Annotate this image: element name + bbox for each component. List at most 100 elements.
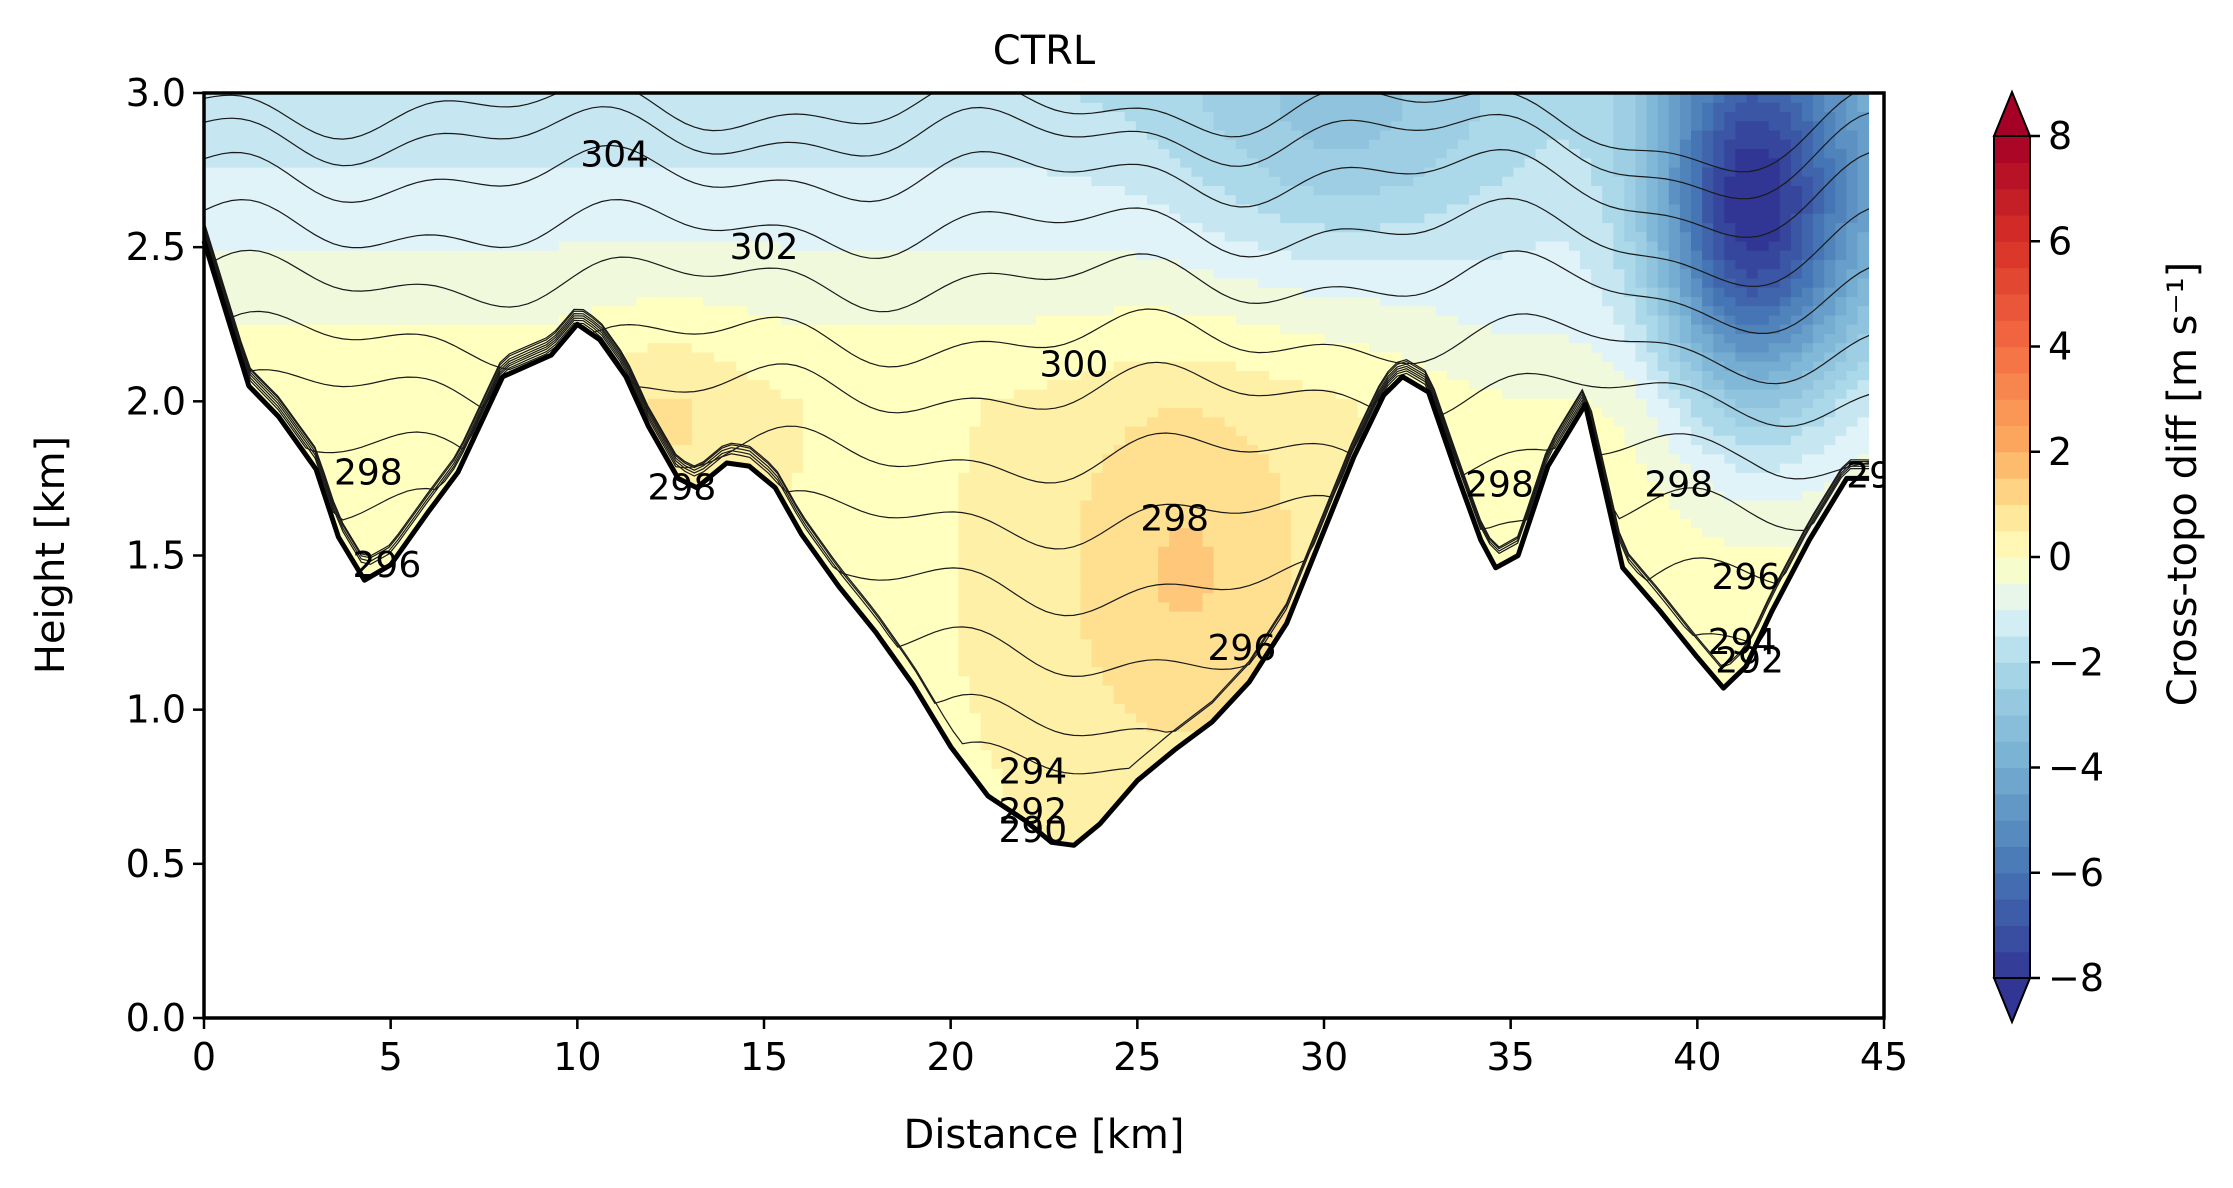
wind-field-cell (658, 240, 671, 251)
wind-field-cell (1069, 693, 1082, 705)
wind-field-cell (292, 194, 305, 205)
wind-field-cell (1069, 194, 1082, 205)
wind-field-cell (403, 323, 416, 335)
wind-field-cell (936, 434, 949, 446)
wind-field-cell (1102, 777, 1115, 788)
wind-field-cell (1002, 712, 1015, 723)
wind-field-cell (1002, 527, 1015, 538)
wind-field-cell (691, 166, 704, 177)
wind-field-cell (292, 212, 305, 224)
wind-field-cell (514, 268, 527, 279)
wind-field-cell (969, 212, 982, 224)
chart-title: CTRL (993, 28, 1096, 74)
wind-field-cell (925, 416, 938, 427)
wind-field-cell (436, 333, 449, 344)
wind-field-cell (747, 268, 760, 279)
wind-field-cell (225, 120, 238, 131)
wind-field-cell (1013, 138, 1026, 149)
wind-field-cell (1158, 397, 1171, 408)
wind-field-cell (725, 360, 738, 371)
wind-field-cell (836, 120, 849, 131)
wind-field-cell (1213, 231, 1226, 242)
wind-field-cell (625, 175, 638, 186)
wind-field-cell (836, 111, 849, 122)
wind-field-cell (481, 194, 494, 205)
wind-field-cell (1191, 564, 1204, 575)
wind-field-cell (814, 434, 827, 446)
wind-field-cell (314, 185, 327, 196)
wind-field-cell (447, 203, 460, 214)
wind-field-cell (347, 175, 360, 186)
wind-field-cell (780, 277, 793, 288)
wind-field-cell (814, 175, 827, 186)
wind-field-cell (1002, 203, 1015, 214)
wind-field-cell (1002, 573, 1015, 584)
wind-field-cell (802, 351, 815, 362)
wind-field-cell (414, 434, 427, 446)
wind-field-cell (447, 444, 460, 455)
wind-field-cell (314, 379, 327, 390)
wind-field-cell (1013, 453, 1026, 464)
wind-field-cell (547, 286, 560, 298)
wind-field-cell (1024, 305, 1037, 316)
wind-field-cell (680, 471, 693, 483)
wind-field-cell (214, 157, 227, 168)
wind-field-cell (603, 323, 616, 335)
wind-field-cell (1080, 194, 1093, 205)
wind-field-cell (425, 342, 438, 353)
wind-field-cell (747, 175, 760, 186)
wind-field-cell (913, 656, 926, 668)
wind-field-cell (947, 249, 960, 261)
wind-field-cell (1191, 582, 1204, 594)
wind-field-cell (1202, 675, 1215, 686)
wind-field-cell (825, 93, 838, 103)
wind-field-cell (669, 333, 682, 344)
wind-field-cell (1202, 305, 1215, 316)
wind-field-cell (225, 101, 238, 112)
wind-field-cell (958, 508, 971, 519)
wind-field-cell (1213, 370, 1226, 381)
wind-field-cell (947, 434, 960, 446)
wind-field-cell (936, 545, 949, 557)
wind-field-cell (691, 212, 704, 224)
wind-field-cell (1147, 582, 1160, 594)
wind-field-cell (525, 101, 538, 112)
wind-field-cell (747, 323, 760, 335)
wind-field-cell (1058, 434, 1071, 446)
wind-field-cell (547, 249, 560, 261)
wind-field-cell (447, 138, 460, 149)
wind-field-cell (447, 175, 460, 186)
wind-field-cell (1213, 471, 1226, 483)
wind-field-cell (1202, 407, 1215, 418)
wind-field-cell (891, 462, 904, 473)
wind-field-cell (1091, 555, 1104, 566)
wind-field-cell (1024, 360, 1037, 371)
wind-field-cell (1224, 601, 1237, 612)
wind-field-cell (636, 277, 649, 288)
wind-field-cell (1069, 157, 1082, 168)
wind-field-cell (547, 185, 560, 196)
wind-field-cell (936, 148, 949, 159)
wind-field-cell (603, 194, 616, 205)
wind-field-cell (1113, 638, 1126, 649)
wind-field-cell (370, 323, 383, 335)
wind-field-cell (458, 175, 471, 186)
wind-field-cell (414, 148, 427, 159)
wind-field-cell (980, 444, 993, 455)
wind-field-cell (858, 240, 871, 251)
wind-field-cell (991, 259, 1004, 270)
wind-field-cell (925, 323, 938, 335)
wind-field-cell (680, 240, 693, 251)
wind-field-cell (458, 277, 471, 288)
wind-field-cell (925, 129, 938, 140)
wind-field-cell (747, 249, 760, 261)
wind-field-cell (547, 333, 560, 344)
wind-field-cell (1180, 360, 1193, 371)
wind-field-cell (1124, 740, 1137, 751)
wind-field-cell (936, 129, 949, 140)
wind-field-cell (425, 268, 438, 279)
wind-field-cell (1124, 453, 1137, 464)
wind-field-cell (403, 111, 416, 122)
wind-field-cell (1113, 703, 1126, 714)
wind-field-cell (891, 268, 904, 279)
